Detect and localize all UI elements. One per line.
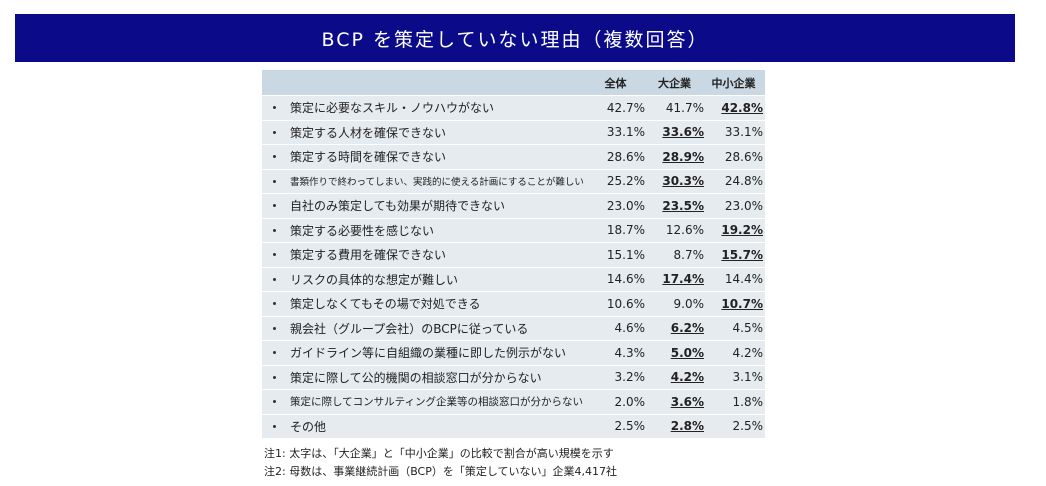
row-label: リスクの具体的な想定が難しい <box>290 272 459 287</box>
table-row: 策定する費用を確保できない 15.1% 8.7% 15.7% <box>262 243 765 267</box>
row-label: 策定に際して公的機関の相談窓口が分からない <box>290 370 542 385</box>
cell: 2.8% <box>670 419 704 434</box>
cell: 4.2% <box>670 370 704 385</box>
table-row: 策定する人材を確保できない 33.1% 33.6% 33.1% <box>262 120 765 144</box>
row-label: その他 <box>290 419 327 434</box>
bullet <box>273 253 276 257</box>
cell: 4.5% <box>732 321 764 336</box>
cell: 2.0% <box>614 394 646 409</box>
cell: 28.6% <box>724 149 763 164</box>
cell: 4.2% <box>732 345 764 360</box>
row-label: 策定する必要性を感じない <box>290 223 435 238</box>
bullet <box>273 424 276 428</box>
row-label: 策定する費用を確保できない <box>290 248 447 263</box>
bullet <box>273 351 276 355</box>
cell: 5.0% <box>670 345 704 360</box>
cell: 2.5% <box>732 419 764 434</box>
cell: 42.7% <box>606 100 645 115</box>
header-row: 全体 大企業 中小企業 <box>262 70 765 95</box>
cell: 19.2% <box>721 223 763 238</box>
bullet <box>273 400 276 404</box>
table-row: ガイドライン等に自組織の業種に即した例示がない 4.3% 5.0% 4.2% <box>262 341 765 365</box>
bullet <box>273 106 276 110</box>
row-label: 策定する人材を確保できない <box>290 125 447 140</box>
cell: 3.2% <box>614 370 646 385</box>
table-row: 策定しなくてもその場で対処できる 10.6% 9.0% 10.7% <box>262 292 765 316</box>
cell: 14.6% <box>606 272 645 287</box>
note: 注2: 母数は、事業継続計画（BCP）を「策定していない」企業4,417社 <box>264 465 618 478</box>
cell: 41.7% <box>665 100 704 115</box>
cell: 42.8% <box>721 100 763 115</box>
table-row: 書類作りで終わってしまい、実践的に使える計画にすることが難しい 25.2% 30.3… <box>262 169 765 193</box>
cell: 1.8% <box>732 394 764 409</box>
title-banner: BCP を策定していない理由（複数回答） <box>15 14 1015 62</box>
bullet <box>273 326 276 330</box>
row-label: 策定に際してコンサルティング企業等の相談窓口が分からない <box>290 396 584 409</box>
table-row: 策定に必要なスキル・ノウハウがない 42.7% 41.7% 42.8% <box>262 96 765 120</box>
table-row: 策定に際してコンサルティング企業等の相談窓口が分からない 2.0% 3.6% 1.8% <box>262 390 765 414</box>
cell: 6.2% <box>670 321 704 336</box>
bullet <box>273 302 276 306</box>
cell: 4.6% <box>614 321 646 336</box>
cell: 18.7% <box>606 223 645 238</box>
table-row: 策定する時間を確保できない 28.6% 28.9% 28.6% <box>262 145 765 169</box>
column-header: 中小企業 <box>711 76 756 90</box>
row-label: ガイドライン等に自組織の業種に即した例示がない <box>290 346 567 361</box>
cell: 23.5% <box>662 198 704 213</box>
cell: 23.0% <box>606 198 645 213</box>
cell: 17.4% <box>662 272 704 287</box>
table-row: 策定に際して公的機関の相談窓口が分からない 3.2% 4.2% 3.1% <box>262 365 765 389</box>
row-label: 親会社（グループ会社）のBCPに従っている <box>290 321 529 336</box>
bullet <box>273 155 276 159</box>
cell: 15.1% <box>606 247 645 262</box>
cell: 14.4% <box>724 272 763 287</box>
cell: 25.2% <box>606 174 645 189</box>
table-row: その他 2.5% 2.8% 2.5% <box>262 414 765 438</box>
cell: 12.6% <box>665 223 704 238</box>
cell: 15.7% <box>721 247 763 262</box>
column-header: 大企業 <box>658 76 691 90</box>
cell: 30.3% <box>662 174 704 189</box>
bullet <box>273 130 276 134</box>
cell: 9.0% <box>673 296 705 311</box>
bullet <box>273 204 276 208</box>
cell: 10.7% <box>721 296 763 311</box>
row-label: 書類作りで終わってしまい、実践的に使える計画にすることが難しい <box>290 177 584 189</box>
cell: 28.6% <box>606 149 645 164</box>
cell: 28.9% <box>662 149 704 164</box>
column-header: 全体 <box>604 76 627 90</box>
table: 全体 大企業 中小企業策定に必要なスキル・ノウハウがない 42.7% 41.7% 42.8… <box>262 70 765 438</box>
table-row: 策定する必要性を感じない 18.7% 12.6% 19.2% <box>262 218 765 242</box>
cell: 3.1% <box>732 370 764 385</box>
table-row: 自社のみ策定しても効果が期待できない 23.0% 23.5% 23.0% <box>262 194 765 218</box>
cell: 4.3% <box>614 345 646 360</box>
title: BCP を策定していない理由（複数回答） <box>321 28 709 51</box>
cell: 24.8% <box>724 174 763 189</box>
cell: 8.7% <box>673 247 705 262</box>
note: 注1: 太字は、「大企業」と「中小企業」の比較で割合が高い規模を示す <box>264 447 614 460</box>
bullet <box>273 277 276 281</box>
table-row: リスクの具体的な想定が難しい 14.6% 17.4% 14.4% <box>262 267 765 291</box>
cell: 2.5% <box>614 419 646 434</box>
bullet <box>273 228 276 232</box>
cell: 33.6% <box>662 125 704 140</box>
row-label: 策定する時間を確保できない <box>290 150 447 165</box>
cell: 33.1% <box>724 125 763 140</box>
cell: 33.1% <box>606 125 645 140</box>
cell: 23.0% <box>724 198 763 213</box>
bullet <box>273 375 276 379</box>
cell: 10.6% <box>606 296 645 311</box>
table-row: 親会社（グループ会社）のBCPに従っている 4.6% 6.2% 4.5% <box>262 316 765 340</box>
bullet <box>273 179 276 183</box>
row-label: 策定に必要なスキル・ノウハウがない <box>290 101 495 116</box>
cell: 3.6% <box>670 394 704 409</box>
row-label: 自社のみ策定しても効果が期待できない <box>290 199 506 214</box>
row-label: 策定しなくてもその場で対処できる <box>290 297 481 312</box>
